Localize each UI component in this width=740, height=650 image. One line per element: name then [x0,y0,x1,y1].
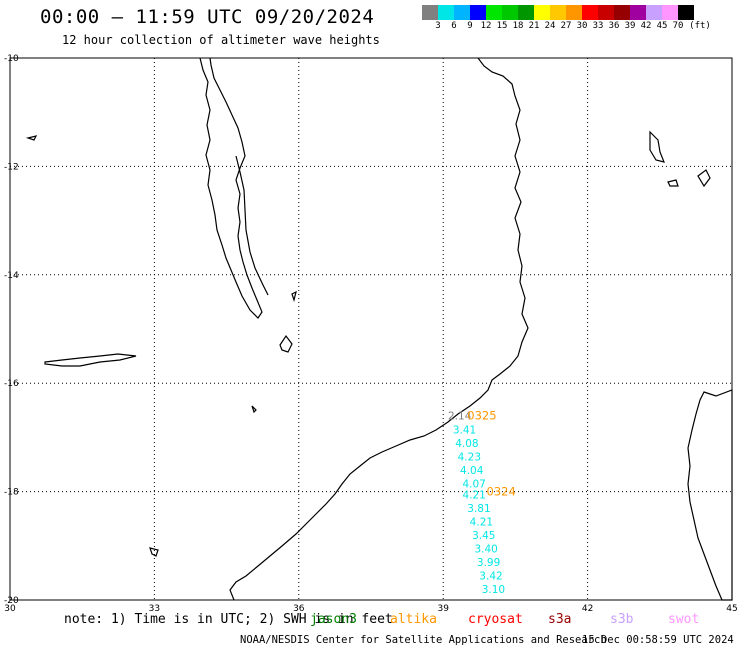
lon-tick-33: 33 [149,604,160,614]
comoros-island [649,130,665,163]
footer-note: note: 1) Time is in UTC; 2) SWH is in fe… [64,612,393,627]
legend-tick-9: 9 [467,21,473,31]
legend-swatch-3 [470,5,486,20]
satellite-jason3: jason3 [310,612,357,627]
lon-tick-36: 36 [293,604,305,614]
lat-tick--16: -16 [4,379,19,389]
legend-swatch-8 [550,5,566,20]
wave-height-10: 3.40 [474,544,497,556]
legend-tick-30: 30 [576,21,588,31]
small-island-a [25,135,38,141]
wave-height-7: 3.81 [467,503,490,515]
coastline [25,57,733,601]
legend-swatch-2 [454,5,470,20]
legend-swatch-10 [582,5,598,20]
lake-malawi-west-shore [199,57,263,319]
wave-height-0: 2.14 [448,411,472,423]
small-island-c [251,405,257,414]
lake-chilwa [279,334,293,353]
color-legend [422,5,694,20]
lon-tick-39: 39 [437,604,449,614]
legend-unit: (ft) [689,21,711,31]
lat-tick--18: -18 [4,488,19,498]
credit-line: NOAA/NESDIS Center for Satellite Applica… [240,634,607,646]
legend-swatch-0 [422,5,438,20]
legend-swatch-14 [646,5,662,20]
legend-tick-33: 33 [592,21,604,31]
pass-id-0324: 0324 [487,485,516,499]
legend-tick-39: 39 [624,21,636,31]
legend-tick-21: 21 [528,21,540,31]
lat-tick--10: -10 [4,54,19,64]
lon-tick-45: 45 [726,604,737,614]
cahora-bassa-lake [44,353,137,367]
satellite-s3b: s3b [610,612,634,627]
wave-height-6: 4.21 [462,489,485,501]
map-frame [9,57,733,601]
pass-id-0325: 0325 [467,409,496,423]
madagascar-coastline [687,389,733,601]
lon-tick-42: 42 [582,604,593,614]
wave-height-2: 4.08 [455,438,478,450]
legend-tick-18: 18 [512,21,524,31]
graticule [10,58,732,600]
wave-height-1: 3.41 [453,424,476,436]
map-subtitle: 12 hour collection of altimeter wave hei… [62,33,380,47]
legend-tick-45: 45 [656,21,668,31]
legend-tick-6: 6 [451,21,457,31]
legend-swatch-1 [438,5,454,20]
small-island-b [149,547,159,557]
legend-tick-42: 42 [640,21,652,31]
lat-tick--12: -12 [4,162,19,172]
legend-tick-15: 15 [496,21,508,31]
wave-height-11: 3.99 [477,557,500,569]
legend-swatch-16 [678,5,694,20]
small-island-d [291,290,297,303]
legend-swatch-12 [614,5,630,20]
legend-swatch-7 [534,5,550,20]
wave-height-9: 3.45 [472,530,495,542]
wave-height-3: 4.23 [458,451,481,463]
legend-swatch-15 [662,5,678,20]
lat-tick--14: -14 [4,271,19,281]
wave-height-5: 4.07 [462,478,485,490]
legend-swatch-9 [566,5,582,20]
wave-height-8: 4.21 [470,516,493,528]
legend-tick-70: 70 [672,21,684,31]
legend-swatch-13 [630,5,646,20]
lon-tick-30: 30 [4,604,16,614]
legend-tick-27: 27 [560,21,572,31]
wave-height-12: 3.42 [479,571,502,583]
mayotte-island [697,169,711,188]
legend-tick-12: 12 [480,21,492,31]
legend-tick-36: 36 [608,21,620,31]
satellite-cryosat: cryosat [468,612,523,627]
legend-swatch-6 [518,5,534,20]
satellite-swot: swot [668,612,700,627]
anjouan-island [667,179,679,187]
legend-swatch-5 [502,5,518,20]
wave-height-13: 3.10 [482,584,505,596]
wave-height-4: 4.04 [460,465,484,477]
satellite-s3a: s3a [548,612,572,627]
generation-timestamp: 15 Dec 00:58:59 UTC 2024 [582,634,734,646]
lake-malawi-east-shore [235,155,269,296]
axis-labels: 30 33 36 39 42 45 -10 -12 -14 -16 -18 -20 [4,54,738,614]
legend-tick-24: 24 [544,21,556,31]
map-title: 00:00 – 11:59 UTC 09/20/2024 [40,6,375,28]
lat-tick--20: -20 [4,596,19,606]
satellite-altika: altika [390,612,437,627]
mozambique-coastline [229,57,529,601]
legend-tick-3: 3 [435,21,441,31]
wave-height-labels: 2.143.414.084.234.044.074.213.814.213.45… [448,409,516,596]
legend-swatch-11 [598,5,614,20]
legend-swatch-4 [486,5,502,20]
